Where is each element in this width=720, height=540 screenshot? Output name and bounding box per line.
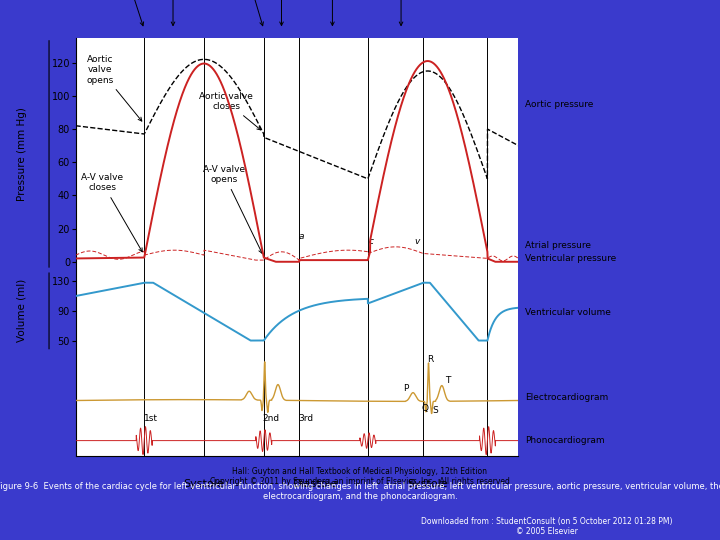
Text: Isovolumic
contraction: Isovolumic contraction	[77, 0, 144, 26]
Text: c: c	[369, 237, 374, 246]
Text: 2nd: 2nd	[262, 414, 279, 423]
Text: P: P	[402, 384, 408, 393]
Text: Q: Q	[421, 404, 428, 413]
Text: Systole: Systole	[408, 480, 448, 489]
Text: Atrial pressure: Atrial pressure	[525, 241, 591, 249]
Text: Ejection: Ejection	[155, 0, 192, 25]
Text: a: a	[299, 232, 304, 240]
Text: Volume (ml): Volume (ml)	[17, 279, 27, 342]
Text: Atrial systole: Atrial systole	[372, 0, 431, 25]
Text: 1st: 1st	[144, 414, 158, 423]
Text: Diastasis: Diastasis	[312, 0, 353, 25]
Text: Isovolumic
relaxation: Isovolumic relaxation	[202, 0, 264, 26]
Text: Ventricular volume: Ventricular volume	[525, 308, 611, 317]
Text: R: R	[427, 355, 433, 364]
Text: v: v	[414, 237, 419, 246]
Text: Downloaded from : StudentConsult (on 5 October 2012 01:28 PM)
© 2005 Elsevier: Downloaded from : StudentConsult (on 5 O…	[421, 517, 673, 536]
Text: Figure 9-6  Events of the cardiac cycle for left ventricular function, showing c: Figure 9-6 Events of the cardiac cycle f…	[0, 482, 720, 501]
Text: Phonocardiogram: Phonocardiogram	[525, 436, 605, 445]
Text: Aortic valve
closes: Aortic valve closes	[199, 92, 261, 130]
Text: Rapid inflow: Rapid inflow	[253, 0, 310, 25]
Text: T: T	[445, 376, 450, 385]
Text: Ventricular pressure: Ventricular pressure	[525, 254, 616, 263]
Text: S: S	[433, 406, 438, 415]
Text: Electrocardiogram: Electrocardiogram	[525, 393, 608, 402]
Text: A-V valve
opens: A-V valve opens	[203, 165, 262, 253]
Text: Aortic pressure: Aortic pressure	[525, 100, 593, 109]
Text: Systole: Systole	[184, 480, 225, 489]
Text: Pressure (mm Hg): Pressure (mm Hg)	[17, 107, 27, 201]
Text: Diastole: Diastole	[293, 480, 338, 489]
Text: Aortic
valve
opens: Aortic valve opens	[86, 55, 142, 121]
Text: 3rd: 3rd	[298, 414, 313, 423]
Text: A-V valve
closes: A-V valve closes	[81, 173, 143, 252]
Text: Hall: Guyton and Hall Textbook of Medical Physiology, 12th Edition
Copyright © 2: Hall: Guyton and Hall Textbook of Medica…	[210, 467, 510, 487]
